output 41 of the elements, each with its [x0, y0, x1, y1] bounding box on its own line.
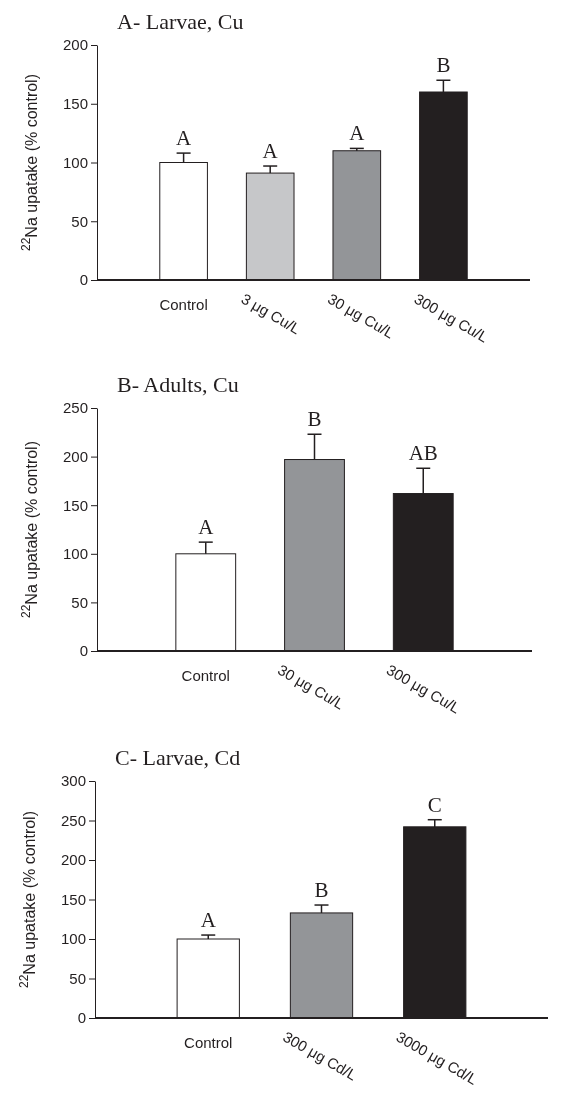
y-tick-label: 100 [62, 545, 88, 563]
y-tick-label: 50 [71, 212, 88, 230]
annotation: A [200, 908, 217, 933]
x-tick-label: 300 μg Cu/L [383, 660, 464, 717]
chart-title: B- Adults, Cu [117, 372, 239, 397]
annotation: C [427, 792, 442, 817]
x-tick-label: Control [159, 296, 208, 313]
chart-title: C- Larvae, Cd [115, 745, 241, 770]
x-tick-label: 300 μg Cu/L [411, 289, 492, 346]
y-tick-label: 50 [71, 593, 88, 611]
x-tick-label: 3 μg Cu/L [238, 289, 304, 338]
chart-title: A- Larvae, Cu [117, 9, 244, 34]
y-tick-label: 150 [62, 95, 88, 113]
x-tick-label: 3000 μg Cd/L [393, 1027, 481, 1088]
y-tick-label: 250 [60, 811, 86, 829]
annotation: A [262, 139, 279, 164]
annotation: B [314, 878, 329, 903]
annotation: A [349, 121, 366, 146]
x-tick-label: Control [181, 667, 230, 684]
annotation: A [176, 126, 193, 151]
x-tick-label: 30 μg Cu/L [274, 660, 348, 713]
y-tick-label: 50 [69, 969, 86, 987]
annotation: AB [408, 441, 438, 466]
y-tick-label: 0 [77, 1009, 86, 1027]
y-tick-label: 100 [60, 930, 86, 948]
x-tick-label: Control [184, 1034, 233, 1051]
x-tick-label: 300 μg Cd/L [280, 1027, 360, 1084]
annotation: A [198, 515, 215, 540]
y-tick-label: 300 [60, 772, 86, 790]
y-tick-label: 250 [62, 399, 88, 417]
y-tick-label: 100 [62, 153, 88, 171]
y-tick-label: 200 [62, 447, 88, 465]
y-tick-label: 150 [60, 890, 86, 908]
y-tick-label: 0 [79, 642, 88, 660]
y-tick-label: 200 [62, 36, 88, 54]
y-tick-label: 200 [60, 851, 86, 869]
x-tick-label: 30 μg Cu/L [324, 289, 398, 342]
annotation: B [436, 53, 451, 78]
y-tick-label: 0 [79, 271, 88, 289]
y-tick-label: 150 [62, 496, 88, 514]
annotation: B [307, 407, 322, 432]
